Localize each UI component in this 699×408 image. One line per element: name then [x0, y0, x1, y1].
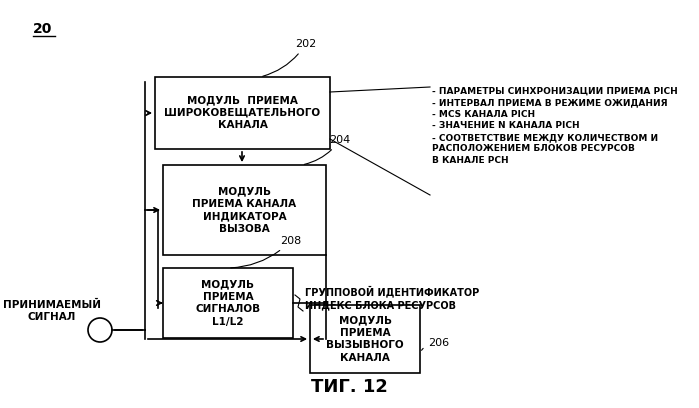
Text: МОДУЛЬ
ПРИЕМА КАНАЛА
ИНДИКАТОРА
ВЫЗОВА: МОДУЛЬ ПРИЕМА КАНАЛА ИНДИКАТОРА ВЫЗОВА: [192, 186, 296, 234]
Text: 208: 208: [231, 236, 301, 268]
Text: МОДУЛЬ
ПРИЕМА
СИГНАЛОВ
L1/L2: МОДУЛЬ ПРИЕМА СИГНАЛОВ L1/L2: [196, 279, 261, 326]
Text: 204: 204: [304, 135, 350, 164]
Bar: [155, 77, 330, 149]
Text: ГРУППОВОЙ ИДЕНТИФИКАТОР
ИНДЕКС БЛОКА РЕСУРСОВ: ГРУППОВОЙ ИДЕНТИФИКАТОР ИНДЕКС БЛОКА РЕС…: [305, 286, 480, 310]
Text: - ПАРАМЕТРЫ СИНХРОНИЗАЦИИ ПРИЕМА PICH
- ИНТЕРВАЛ ПРИЕМА В РЕЖИМЕ ОЖИДАНИЯ
- MCS : - ПАРАМЕТРЫ СИНХРОНИЗАЦИИ ПРИЕМА PICH - …: [432, 87, 678, 165]
Text: 202: 202: [263, 39, 316, 76]
Text: 206: 206: [421, 337, 449, 350]
Text: ПРИНИМАЕМЫЙ
СИГНАЛ: ПРИНИМАЕМЫЙ СИГНАЛ: [3, 300, 101, 322]
Text: МОДУЛЬ  ПРИЕМА
ШИРОКОВЕЩАТЕЛЬНОГО
КАНАЛА: МОДУЛЬ ПРИЕМА ШИРОКОВЕЩАТЕЛЬНОГО КАНАЛА: [164, 95, 321, 131]
Text: 20: 20: [33, 22, 52, 36]
Bar: [310, 305, 420, 373]
Bar: [163, 268, 293, 338]
Text: МОДУЛЬ
ПРИЕМА
ВЫЗЫВНОГО
КАНАЛА: МОДУЛЬ ПРИЕМА ВЫЗЫВНОГО КАНАЛА: [326, 315, 404, 363]
Bar: [163, 165, 326, 255]
Text: ΤИГ. 12: ΤИГ. 12: [311, 378, 388, 396]
